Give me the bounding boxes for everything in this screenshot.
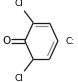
- Text: Cl: Cl: [15, 74, 24, 82]
- Text: O: O: [2, 36, 11, 46]
- Text: C:: C:: [66, 36, 75, 46]
- Text: Cl: Cl: [15, 0, 24, 8]
